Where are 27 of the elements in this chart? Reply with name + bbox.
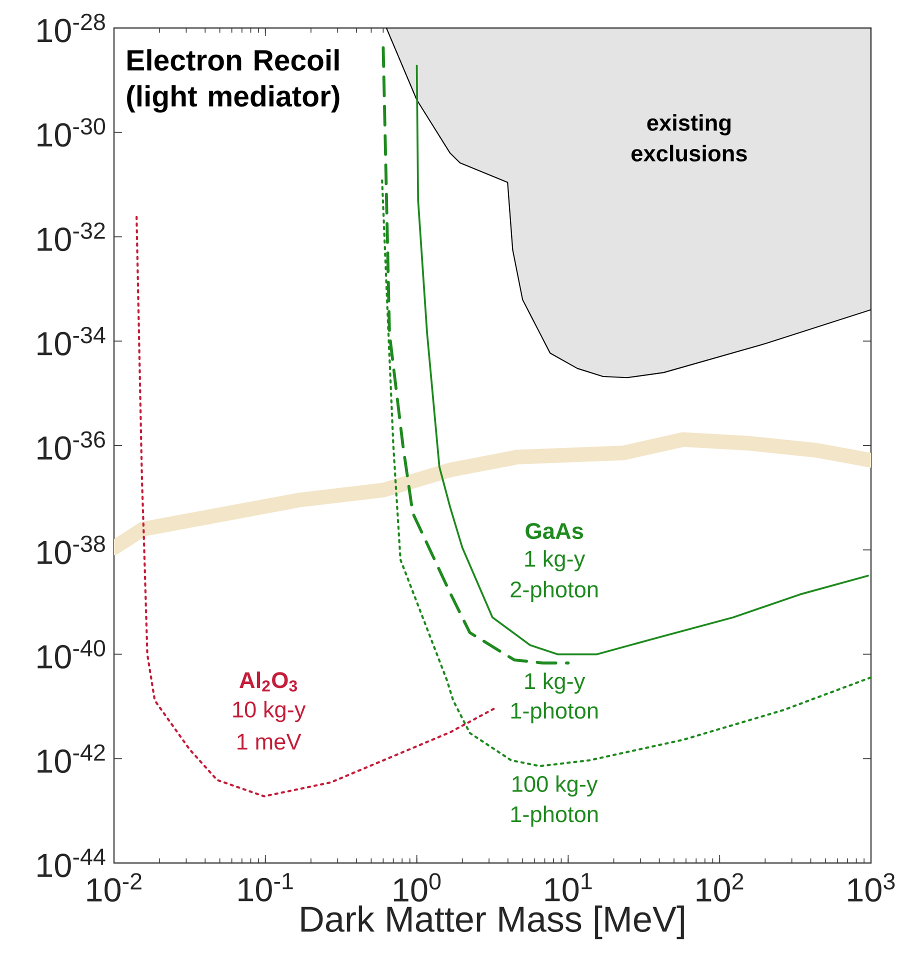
y-tick-label: 10$^{-38}$ (38, 536, 105, 564)
annotation: 1-photon (511, 806, 598, 827)
annotation: Al$_{2}$O$_{3}$ (240, 672, 298, 692)
y-tick-label: 10$^{-32}$ (38, 222, 105, 252)
annotation: 2-photon (510, 580, 598, 602)
y-tick-label: 10$^{-42}$ (38, 744, 105, 773)
annotation: 1-photon (511, 702, 598, 724)
y-tick-label: 10$^{-30}$ (38, 118, 106, 147)
x-tick-label: 10$^{3}$ (848, 873, 895, 902)
x-tick-label: 10$^{2}$ (696, 873, 744, 902)
annotation: GaAs (526, 522, 584, 540)
y-tick-label: 10$^{-40}$ (38, 640, 106, 669)
annotation: 1 kg-y (525, 672, 586, 694)
annotation: 10 kg-y (233, 700, 306, 722)
y-tick-label: 10$^{-28}$ (38, 14, 105, 42)
x-tick-label: 10$^{0}$ (394, 873, 441, 902)
y-tick-label: 10$^{-34}$ (38, 326, 106, 356)
x-tick-label: 10$^{1}$ (545, 873, 592, 902)
annotation: 1 kg-y (525, 550, 586, 572)
x-tick-label: 10$^{-1}$ (238, 873, 293, 902)
text: Electron Recoil (light mediator) (127, 49, 340, 113)
annotation: 100 kg-y (512, 775, 598, 797)
annotation: exclusions (632, 144, 747, 162)
annotation: existing (647, 114, 731, 136)
y-tick-label: 10$^{-36}$ (38, 431, 105, 460)
x-axis-title: Dark Matter Mass [MeV] (301, 906, 684, 940)
annotation: 1 meV (238, 734, 302, 750)
